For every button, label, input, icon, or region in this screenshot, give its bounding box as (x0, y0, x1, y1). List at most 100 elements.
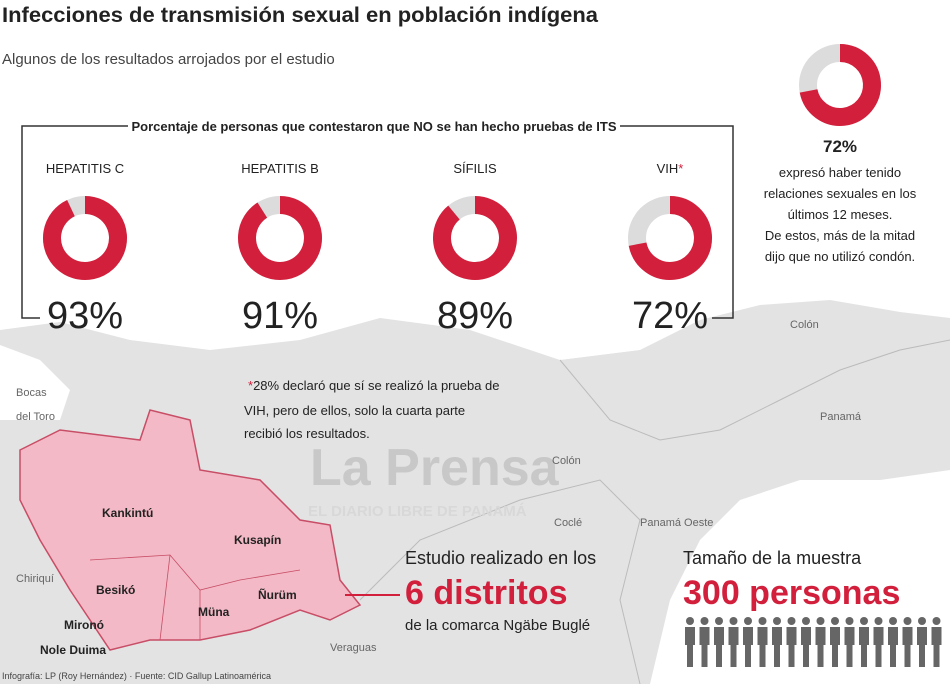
value-label: 89% (437, 295, 513, 337)
person-head (744, 617, 752, 625)
donut-title-text: HEPATITIS B (241, 161, 319, 176)
value-label: 91% (242, 295, 318, 337)
donut-title: VIH* (657, 161, 684, 176)
person-body (772, 627, 782, 667)
donut-segment (238, 196, 322, 280)
person-head (860, 617, 868, 625)
place: del Toro (16, 411, 55, 423)
study-text: de la comarca Ngäbe Buglé (405, 617, 590, 634)
border (359, 479, 641, 684)
border (559, 339, 950, 441)
person-head (889, 617, 897, 625)
person-head (932, 617, 941, 625)
study-highlight: 6 distritos (405, 574, 567, 612)
study-text: Estudio realizado en los (405, 548, 596, 568)
value-label: 93% (47, 295, 123, 337)
donut-segment (433, 196, 517, 280)
person-head (758, 617, 767, 625)
person-head (773, 617, 781, 625)
place: Panamá Oeste (640, 517, 713, 529)
place: Coclé (554, 517, 582, 529)
description: dijo que no utilizó condón. (765, 249, 915, 264)
description: expresó haber tenido (779, 165, 901, 180)
district: Kusapín (234, 533, 281, 547)
person-head (816, 617, 825, 625)
description: relaciones sexuales en los (764, 186, 917, 201)
place: Colón (790, 319, 819, 331)
sample-text: Tamaño de la muestra (683, 548, 862, 568)
donut-segment (628, 196, 712, 280)
person-head (831, 617, 839, 625)
district: Ñurüm (258, 587, 297, 602)
description: últimos 12 meses. (788, 207, 893, 222)
person-body (873, 627, 884, 667)
person-head (715, 617, 723, 625)
person-head (686, 617, 694, 625)
person-body (801, 627, 811, 667)
person-head (874, 617, 883, 625)
place: Chiriquí (16, 573, 54, 585)
map (0, 300, 950, 684)
person-head (729, 617, 738, 625)
district: Mironó (64, 618, 104, 632)
donut-segment (43, 196, 127, 280)
value-label: 72% (823, 137, 857, 156)
place: Colón (552, 455, 581, 467)
note-line: VIH, pero de ellos, solo la cuarta parte (244, 403, 465, 418)
watermark-tagline: EL DIARIO LIBRE DE PANAMÁ (308, 503, 527, 520)
note-marker: * (248, 378, 253, 393)
person-body (757, 627, 768, 667)
place: Veraguas (330, 642, 377, 654)
description: De estos, más de la mitad (765, 228, 915, 243)
person-body (743, 627, 753, 667)
place: Panamá (820, 411, 862, 423)
person-head (845, 617, 854, 625)
district: Kankintú (102, 506, 153, 520)
place: Bocas (16, 387, 47, 399)
person-head (787, 617, 796, 625)
value-label: 72% (632, 295, 708, 337)
person-head (802, 617, 810, 625)
donut-title-text: SÍFILIS (453, 161, 497, 176)
person-body (844, 627, 855, 667)
donut-title-text: VIH (657, 161, 679, 176)
district: Müna (198, 605, 230, 619)
watermark: La Prensa (310, 439, 560, 497)
district-borders (89, 554, 301, 641)
person-body (728, 627, 739, 667)
district: Nole Duima (40, 643, 106, 657)
people-icons (685, 617, 942, 667)
sea (0, 345, 70, 420)
donut-segment (799, 44, 881, 126)
person-head (903, 617, 912, 625)
person-body (685, 627, 695, 667)
comarca-region (19, 409, 362, 651)
person-body (699, 627, 710, 667)
title: Infecciones de transmisión sexual en pob… (2, 4, 598, 27)
subtitle: Algunos de los resultados arrojados por … (2, 51, 335, 68)
person-body (902, 627, 913, 667)
person-body (888, 627, 898, 667)
donut-title-text: HEPATITIS C (46, 161, 124, 176)
note-marker: * (678, 161, 683, 176)
note-line: recibió los resultados. (244, 426, 370, 441)
person-body (714, 627, 724, 667)
donut-title: SÍFILIS (453, 161, 497, 176)
donut-title: HEPATITIS C (46, 161, 124, 176)
person-head (918, 617, 926, 625)
footer: Infografía: LP (Roy Hernández) · Fuente:… (2, 671, 271, 681)
bracket (21, 125, 734, 319)
person-head (700, 617, 709, 625)
person-body (931, 627, 942, 667)
note-line: 28% declaró que sí se realizó la prueba … (253, 378, 499, 393)
sample-highlight: 300 personas (683, 574, 900, 612)
person-body (815, 627, 826, 667)
district: Besikó (96, 583, 135, 597)
person-body (830, 627, 840, 667)
person-body (859, 627, 869, 667)
person-body (917, 627, 927, 667)
note: *28% declaró que sí se realizó la prueba… (248, 378, 500, 393)
person-body (786, 627, 797, 667)
donut-title: HEPATITIS B (241, 161, 319, 176)
